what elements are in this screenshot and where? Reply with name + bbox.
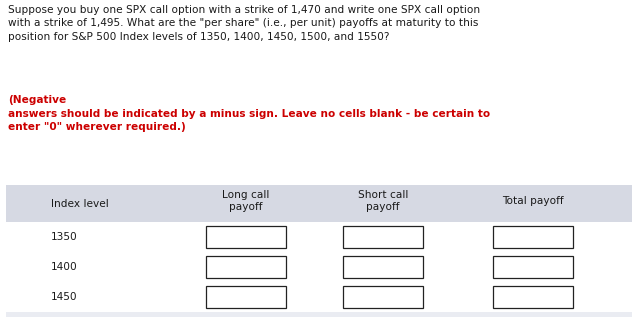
Bar	[6, 185, 632, 222]
Text: Short call
payoff: Short call payoff	[358, 190, 408, 212]
Bar	[6, 312, 632, 317]
Bar	[493, 256, 573, 278]
Text: Total payoff: Total payoff	[502, 196, 563, 206]
Bar	[205, 226, 285, 248]
Text: 1350: 1350	[50, 232, 77, 242]
Bar	[6, 282, 632, 312]
Text: (Negative
answers should be indicated by a minus sign. Leave no cells blank - be: (Negative answers should be indicated by…	[8, 95, 491, 132]
Text: Long call
payoff: Long call payoff	[222, 190, 269, 212]
Bar	[343, 286, 422, 308]
Bar	[205, 286, 285, 308]
Bar	[343, 226, 422, 248]
Text: Suppose you buy one SPX call option with a strike of 1,470 and write one SPX cal: Suppose you buy one SPX call option with…	[8, 5, 480, 42]
Bar	[6, 252, 632, 282]
Text: 1400: 1400	[50, 262, 77, 272]
Text: 1450: 1450	[50, 292, 77, 302]
Bar	[493, 226, 573, 248]
Text: Index level: Index level	[51, 199, 109, 209]
Bar	[493, 286, 573, 308]
Bar	[205, 256, 285, 278]
Bar	[343, 256, 422, 278]
Bar	[6, 222, 632, 252]
